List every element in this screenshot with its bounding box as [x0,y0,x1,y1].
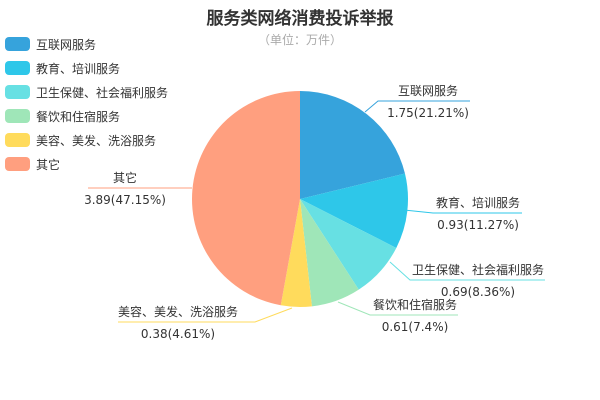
leader-line [364,100,470,113]
legend-swatch [5,109,30,123]
legend-swatch [5,61,30,75]
slice-name-label: 美容、美发、洗浴服务 [118,304,238,319]
legend-label: 餐饮和住宿服务 [36,109,121,124]
pie-slice[interactable] [300,199,359,307]
pie-slice[interactable] [192,91,300,306]
slice-value-label: 3.89(47.15%) [84,193,166,207]
legend-label: 教育、培训服务 [36,61,121,76]
pie-slice[interactable] [300,173,408,248]
legend-label: 卫生保健、社会福利服务 [36,85,169,100]
leader-line [389,261,545,281]
chart-subtitle: （单位：万件） [257,33,342,47]
slice-name-label: 其它 [113,170,137,185]
slice-value-label: 0.69(8.36%) [441,285,515,299]
leader-line [118,307,293,323]
legend-item[interactable]: 卫生保健、社会福利服务 [5,80,168,104]
chart-title: 服务类网络消费投诉举报 [206,9,394,29]
pie-slice[interactable] [300,91,405,199]
legend-item[interactable]: 餐饮和住宿服务 [5,104,168,128]
slice-name-label: 教育、培训服务 [436,195,520,210]
legend-label: 其它 [36,157,61,172]
slice-value-label: 1.75(21.21%) [387,106,469,120]
legend-item[interactable]: 互联网服务 [5,32,168,56]
legend-swatch [5,133,30,147]
slice-value-label: 0.38(4.61%) [141,327,215,341]
legend-label: 美容、美发、洗浴服务 [36,133,157,148]
slice-name-label: 餐饮和住宿服务 [373,297,457,312]
slice-value-label: 0.61(7.4%) [382,320,449,334]
legend: 互联网服务教育、培训服务卫生保健、社会福利服务 餐饮和住宿服务美容、美发、洗浴服务… [5,32,168,176]
legend-item[interactable]: 教育、培训服务 [5,56,168,80]
leader-line [337,301,458,316]
slice-name-label: 卫生保健、社会福利服务 [412,262,544,277]
leader-line [403,209,522,214]
pie-slice[interactable] [300,199,397,290]
pie-slice[interactable] [280,199,312,307]
slice-value-label: 0.93(11.27%) [437,218,519,232]
slice-name-label: 互联网服务 [398,83,458,98]
legend-swatch [5,85,30,99]
legend-label: 互联网服务 [36,37,97,52]
legend-item[interactable]: 美容、美发、洗浴服务 [5,128,168,152]
legend-item[interactable]: 其它 [5,152,168,176]
legend-swatch [5,157,30,171]
legend-swatch [5,37,30,51]
